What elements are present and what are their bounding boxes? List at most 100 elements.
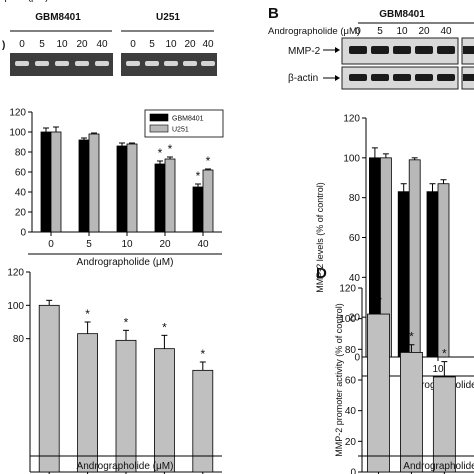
y-tick-label: 20	[345, 437, 357, 448]
significance-star: *	[409, 330, 414, 344]
significance-star: *	[200, 347, 205, 361]
gel-band	[35, 61, 49, 66]
legend-swatch	[149, 113, 169, 122]
y-tick-label: 80	[345, 345, 357, 356]
bar	[192, 369, 214, 473]
significance-star: *	[206, 154, 211, 168]
x-axis-label: Andrographolide (μM)	[0, 0, 48, 3]
blot-band-mmp2	[463, 46, 474, 54]
blot-bands	[349, 46, 474, 81]
gel-group-label-u251: U251	[156, 12, 180, 23]
y-axis-label: MMP-2 levels (% of control)	[315, 182, 325, 293]
gel-left-edge-label: )	[2, 40, 5, 51]
gel-lane-label: 20	[184, 39, 196, 50]
legend-label: GBM8401	[172, 116, 204, 123]
chart-mmp2-levels: 0204060801001200510AndrographolideMMP-2 …	[315, 114, 474, 391]
gel-band	[55, 61, 69, 66]
bar	[50, 131, 62, 233]
y-tick-label: 120	[339, 284, 356, 295]
blot-band-actin	[437, 74, 455, 81]
y-tick-label: 80	[13, 334, 25, 345]
gel-lane-label: 0	[130, 39, 136, 50]
y-tick-label: 0	[350, 468, 356, 474]
y-tick-label: 20	[15, 208, 27, 219]
blot-band-mmp2	[437, 46, 455, 54]
y-tick-label: 60	[349, 233, 361, 244]
bar	[126, 143, 138, 233]
bar	[408, 159, 421, 358]
gel-band	[95, 61, 109, 66]
x-tick-label: 20	[159, 239, 171, 250]
y-tick-label: 80	[15, 148, 27, 159]
bar	[78, 139, 90, 233]
bar	[38, 304, 60, 473]
gel-group-label-gbm8401: GBM8401	[35, 12, 81, 23]
x-tick-label: 40	[197, 239, 209, 250]
gel-band	[126, 61, 140, 66]
bar	[202, 169, 214, 233]
blot-band-actin	[393, 74, 411, 81]
y-tick-label: 20	[349, 313, 361, 324]
gel-lane-label: 5	[39, 39, 45, 50]
blot-lane-label: 0	[355, 26, 361, 37]
significance-star: *	[196, 169, 201, 183]
bar	[88, 133, 100, 233]
panel-letter-b: B	[268, 5, 279, 22]
blot-group-label: GBM8401	[379, 9, 425, 20]
y-tick-label: 80	[349, 193, 361, 204]
blot-lane-label: 5	[377, 26, 383, 37]
gel-band	[75, 61, 89, 66]
panel-letter-d: D	[316, 265, 327, 282]
gel-lane-label: 0	[19, 39, 25, 50]
x-tick-label: 5	[86, 239, 92, 250]
significance-star: *	[124, 315, 129, 329]
blot-row-arrow-mmp2	[323, 47, 340, 53]
significance-star: *	[162, 320, 167, 334]
bar	[432, 376, 456, 473]
bar	[115, 339, 137, 473]
gel-band	[15, 61, 29, 66]
bar	[426, 191, 439, 358]
gel-band	[201, 61, 215, 66]
blot-band-actin	[415, 74, 433, 81]
blot-lane-label: 10	[396, 26, 408, 37]
bar	[400, 351, 423, 473]
gel-bands	[15, 61, 215, 66]
blot-band-mmp2	[371, 46, 389, 54]
gel-lane-labels: 0 5 10 20 40 0 5 10 20 40	[19, 39, 214, 50]
blot-band-actin	[349, 74, 367, 81]
y-tick-label: 100	[7, 301, 24, 312]
y-tick-label: 40	[15, 188, 27, 199]
bar	[153, 348, 175, 473]
gel-band	[145, 61, 159, 66]
x-axis-label: Andrographolide (μM)	[77, 461, 174, 472]
blot-lane-label: 20	[418, 26, 430, 37]
gel-lane-label: 40	[96, 39, 108, 50]
bar	[77, 333, 98, 473]
y-tick-label: 40	[349, 273, 361, 284]
legend-swatch	[149, 124, 169, 133]
blot-lane-labels: 0 5 10 20 40	[355, 26, 452, 37]
significance-star: *	[158, 146, 163, 160]
y-tick-label: 120	[7, 268, 24, 279]
x-tick-label: 10	[432, 364, 444, 375]
blot-band-actin	[371, 74, 389, 81]
x-tick-label: 10	[121, 239, 133, 250]
significance-star: *	[168, 142, 173, 156]
gel-lane-label: 10	[56, 39, 68, 50]
legend-label: U251	[172, 127, 189, 134]
bar	[367, 313, 390, 473]
blot-row-arrow-actin	[323, 75, 340, 81]
significance-star: *	[442, 347, 447, 361]
chart-migration-bars: 0 20 40 60 80 100 120 0 5 10 20 * * 40 * * Andrographoli…	[9, 108, 224, 268]
y-tick-label: 100	[339, 314, 356, 325]
bar	[154, 163, 166, 233]
y-tick-label: 120	[343, 114, 360, 125]
gel-lane-label: 5	[149, 39, 155, 50]
blot-band-mmp2	[393, 46, 411, 54]
blot-row-label-actin: β-actin	[288, 73, 318, 84]
gel-lane-label: 20	[76, 39, 88, 50]
